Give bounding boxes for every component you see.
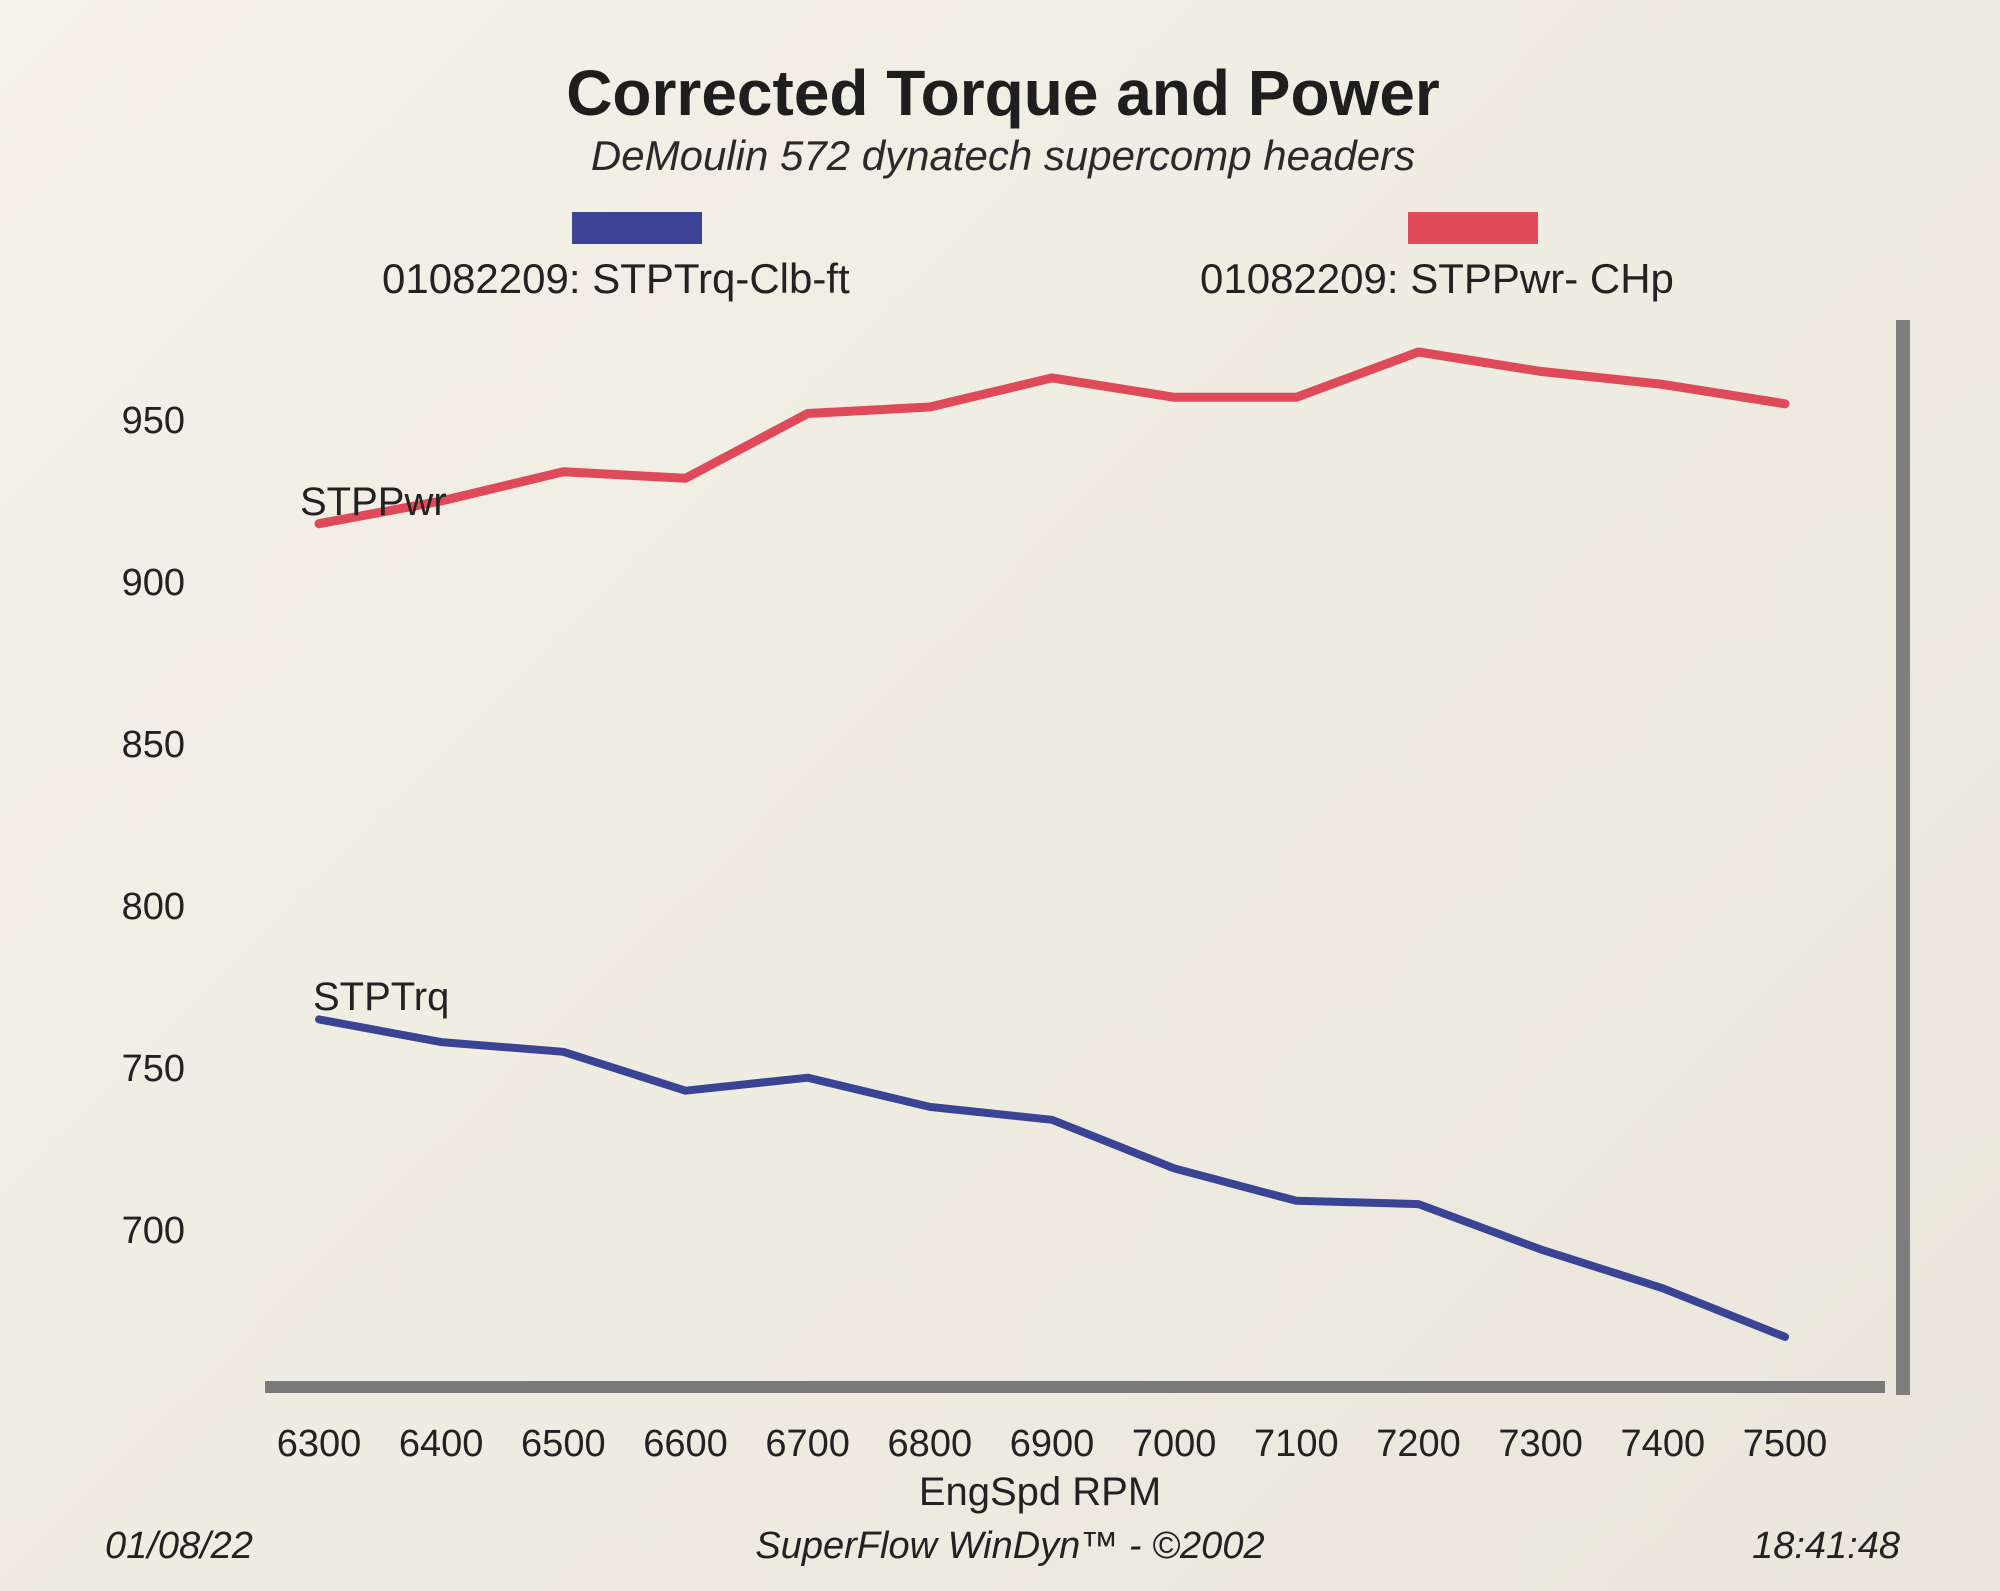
x-tick-label: 7200 [1376,1423,1461,1465]
x-tick-label: 6900 [1010,1423,1095,1465]
y-tick-label: 850 [122,724,185,766]
x-tick-label: 6400 [399,1423,484,1465]
y-tick-label: 700 [122,1210,185,1252]
footer-software: SuperFlow WinDyn™ - ©2002 [755,1525,1264,1567]
legend-label-torque: 01082209: STPTrq-Clb-ft [382,255,850,302]
footer-date: 01/08/22 [105,1525,253,1567]
x-tick-labels: 6300 6400 6500 6600 6700 6800 6900 7000 7100 7200… [277,1423,1828,1465]
legend-swatch-torque [572,212,702,244]
x-tick-label: 7400 [1621,1423,1706,1465]
y-tick-labels: 700 750 800 850 900 950 [122,400,185,1252]
x-tick-label: 7300 [1498,1423,1583,1465]
torque-series-label: STPTrq [313,975,449,1019]
power-series-label: STPPwr [300,480,447,524]
y-tick-label: 950 [122,400,185,442]
chart-title: Corrected Torque and Power [566,57,1440,129]
power-series-line [314,347,1790,529]
x-tick-label: 6500 [521,1423,606,1465]
y-tick-label: 800 [122,886,185,928]
x-tick-label: 6300 [277,1423,362,1465]
footer-time: 18:41:48 [1752,1525,1900,1567]
y-tick-label: 900 [122,562,185,604]
x-tick-label: 7500 [1743,1423,1828,1465]
x-axis-label: EngSpd RPM [919,1470,1161,1514]
x-tick-label: 7000 [1132,1423,1217,1465]
x-tick-label: 7100 [1254,1423,1339,1465]
x-tick-label: 6700 [765,1423,850,1465]
x-tick-label: 6800 [888,1423,973,1465]
x-tick-label: 6600 [643,1423,728,1465]
legend-label-power: 01082209: STPPwr- CHp [1200,255,1674,302]
torque-series-line [315,1015,1789,1341]
y-tick-label: 750 [122,1048,185,1090]
legend-swatch-power [1408,212,1538,244]
chart-subtitle: DeMoulin 572 dynatech supercomp headers [591,132,1415,179]
